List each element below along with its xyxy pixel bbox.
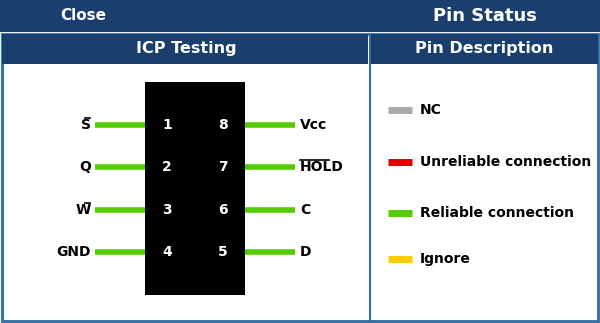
Bar	[0, 0, 600, 32]
Text: D: D	[300, 245, 311, 259]
Text: ICP Testing: ICP Testing	[136, 41, 236, 57]
Text: Reliable connection: Reliable connection	[420, 206, 574, 220]
Bar	[370, 34, 598, 64]
Text: 6: 6	[218, 203, 228, 217]
Text: 8: 8	[218, 118, 228, 131]
Text: 1: 1	[162, 118, 172, 131]
Text: Close: Close	[60, 8, 106, 24]
Text: NC: NC	[420, 103, 442, 117]
Text: Q: Q	[79, 160, 91, 174]
Text: S: S	[81, 118, 91, 131]
Text: 2: 2	[162, 160, 172, 174]
Text: C: C	[300, 203, 310, 217]
Bar	[2, 34, 368, 64]
Text: 5: 5	[218, 245, 228, 259]
Text: Pin Status: Pin Status	[433, 7, 537, 25]
Text: Vcc: Vcc	[300, 118, 327, 131]
Text: 3: 3	[162, 203, 172, 217]
Text: W: W	[76, 203, 91, 217]
Bar	[2, 34, 598, 321]
Text: GND: GND	[56, 245, 91, 259]
Bar	[145, 82, 245, 295]
Text: Pin Description: Pin Description	[415, 41, 553, 57]
Text: HOLD: HOLD	[300, 160, 344, 174]
Text: 7: 7	[218, 160, 228, 174]
Text: Unreliable connection: Unreliable connection	[420, 155, 591, 169]
Text: 4: 4	[162, 245, 172, 259]
Text: Ignore: Ignore	[420, 252, 471, 266]
